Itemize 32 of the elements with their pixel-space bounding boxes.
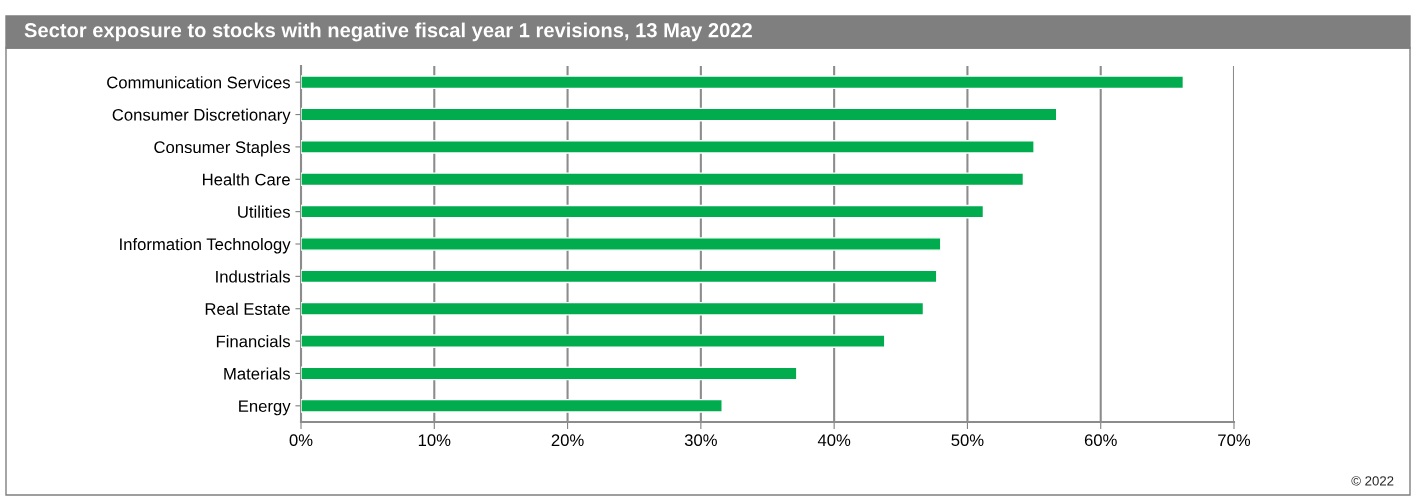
y-tick-label: Industrials <box>216 270 290 283</box>
y-tick-label: Health Care <box>203 173 290 186</box>
y-tick-label: Materials <box>224 367 290 380</box>
y-tick-label: Utilities <box>238 205 290 218</box>
y-tick-label: Financials <box>216 335 290 348</box>
x-tick-label: 0% <box>289 434 313 447</box>
bar <box>301 204 985 219</box>
bar <box>301 172 1025 187</box>
y-tick-label: Communication Services <box>107 76 290 89</box>
y-tick-label: Consumer Discretionary <box>112 108 291 125</box>
x-tick-label: 10% <box>418 434 451 447</box>
y-tick-label: Consumer Staples <box>154 140 290 157</box>
chart-title: Sector exposure to stocks with negative fiscal year 1 revisions, 13 May 2022 <box>24 22 752 42</box>
x-tick-label: 70% <box>1218 434 1251 447</box>
x-tick-label: 40% <box>817 434 851 447</box>
bar <box>301 107 1058 122</box>
bar <box>301 75 1185 90</box>
x-tick-label: 30% <box>684 434 717 447</box>
bar <box>301 334 886 348</box>
y-tick-label: Energy <box>239 400 291 416</box>
x-tick-label: 50% <box>951 434 984 447</box>
text: © 2022 <box>1351 476 1394 486</box>
bar <box>301 140 1035 154</box>
x-tick-label: 60% <box>1084 434 1117 447</box>
bar <box>301 269 938 284</box>
bar <box>301 398 723 413</box>
x-tick-label: 20% <box>551 434 584 447</box>
bar <box>301 237 942 251</box>
y-tick-label: Information Technology <box>120 237 291 254</box>
bar <box>301 366 798 381</box>
y-tick-label: Real Estate <box>205 302 290 315</box>
bar <box>301 301 925 316</box>
